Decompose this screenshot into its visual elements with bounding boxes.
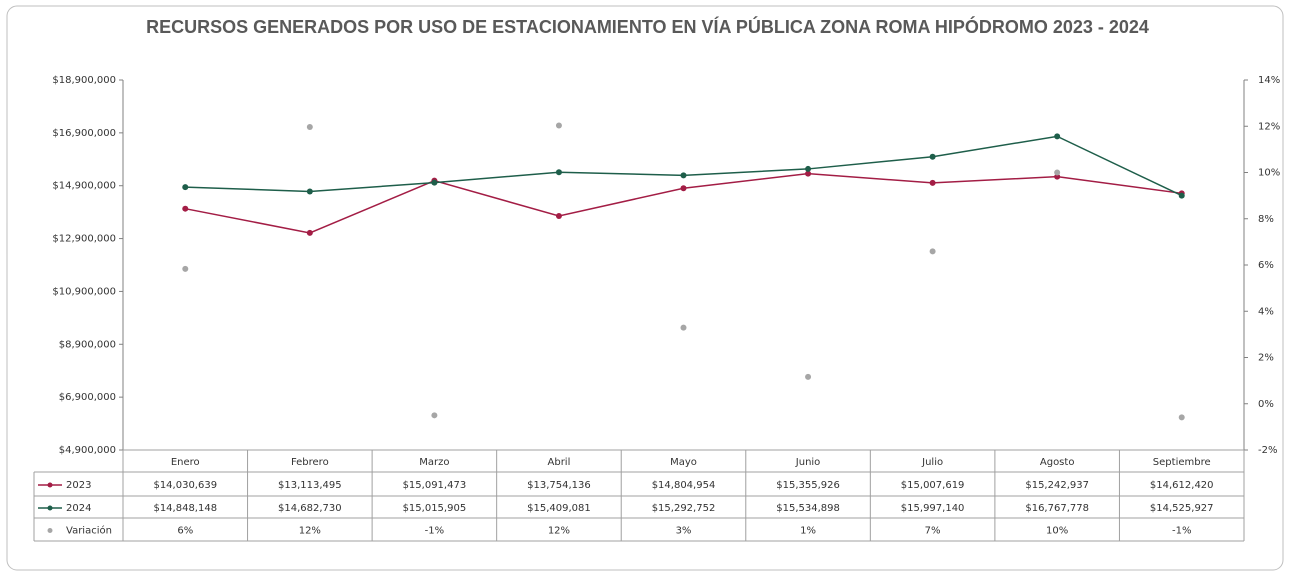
data-point bbox=[929, 153, 936, 160]
table-value: 12% bbox=[299, 526, 321, 537]
data-point bbox=[431, 412, 438, 419]
table-value: 12% bbox=[548, 526, 570, 537]
table-value: $14,804,954 bbox=[652, 480, 716, 491]
y2-tick-label: 10% bbox=[1258, 168, 1280, 179]
y2-tick-label: 4% bbox=[1258, 306, 1274, 317]
table-value: $14,682,730 bbox=[278, 503, 342, 514]
table-value: 6% bbox=[177, 526, 193, 537]
y2-tick-label: 0% bbox=[1258, 399, 1274, 410]
table-value: $15,997,140 bbox=[901, 503, 965, 514]
data-point bbox=[929, 179, 936, 186]
table-value: $15,409,081 bbox=[527, 503, 591, 514]
y-tick-label: $4,900,000 bbox=[59, 445, 116, 456]
table-value: $13,754,136 bbox=[527, 480, 591, 491]
data-point bbox=[306, 229, 313, 236]
table-value: $14,848,148 bbox=[153, 503, 217, 514]
table-value: 3% bbox=[676, 526, 692, 537]
table-value: $15,015,905 bbox=[403, 503, 467, 514]
data-point bbox=[1178, 192, 1185, 199]
data-point bbox=[555, 122, 562, 129]
legend-label: 2024 bbox=[66, 503, 91, 514]
y2-tick-label: 8% bbox=[1258, 214, 1274, 225]
table-value: $14,612,420 bbox=[1150, 480, 1214, 491]
y2-tick-label: 12% bbox=[1258, 121, 1280, 132]
x-tick-label: Agosto bbox=[1040, 457, 1075, 468]
table-value: 10% bbox=[1046, 526, 1068, 537]
x-tick-label: Mayo bbox=[670, 457, 697, 468]
y2-tick-label: 2% bbox=[1258, 353, 1274, 364]
table-value: -1% bbox=[1172, 526, 1191, 537]
x-tick-label: Abril bbox=[548, 457, 571, 468]
table-value: $15,292,752 bbox=[652, 503, 716, 514]
table-value: $15,007,619 bbox=[901, 480, 965, 491]
legend-label: 2023 bbox=[66, 480, 91, 491]
table-value: 1% bbox=[800, 526, 816, 537]
data-point bbox=[1178, 414, 1185, 421]
y-tick-label: $14,900,000 bbox=[52, 181, 116, 192]
data-point bbox=[306, 188, 313, 195]
legend-marker bbox=[47, 528, 53, 533]
data-point bbox=[805, 170, 812, 177]
data-point bbox=[306, 123, 313, 130]
data-point bbox=[555, 169, 562, 176]
y-tick-label: $12,900,000 bbox=[52, 234, 116, 245]
y2-tick-label: 14% bbox=[1258, 75, 1280, 86]
chart-frame bbox=[6, 5, 1284, 571]
table-value: $15,091,473 bbox=[403, 480, 467, 491]
data-point bbox=[680, 185, 687, 192]
data-point bbox=[805, 373, 812, 380]
data-point bbox=[929, 248, 936, 255]
y-tick-label: $8,900,000 bbox=[59, 339, 116, 350]
y2-tick-label: -2% bbox=[1258, 445, 1277, 456]
data-point bbox=[431, 179, 438, 186]
x-tick-label: Marzo bbox=[419, 457, 449, 468]
y-tick-label: $16,900,000 bbox=[52, 128, 116, 139]
x-tick-label: Febrero bbox=[291, 457, 329, 468]
x-tick-label: Enero bbox=[171, 457, 200, 468]
y2-tick-label: 6% bbox=[1258, 260, 1274, 271]
legend-marker bbox=[47, 482, 53, 488]
data-point bbox=[1054, 169, 1061, 176]
data-point bbox=[182, 265, 189, 272]
y-tick-label: $6,900,000 bbox=[59, 392, 116, 403]
data-point bbox=[182, 205, 189, 212]
table-value: -1% bbox=[425, 526, 444, 537]
data-point bbox=[1054, 133, 1061, 140]
chart-title: RECURSOS GENERADOS POR USO DE ESTACIONAM… bbox=[146, 17, 1149, 37]
data-point bbox=[182, 184, 189, 191]
table-value: $16,767,778 bbox=[1025, 503, 1089, 514]
table-value: $15,242,937 bbox=[1025, 480, 1089, 491]
data-point bbox=[680, 324, 687, 331]
data-point bbox=[1054, 173, 1061, 180]
x-tick-label: Junio bbox=[795, 457, 821, 468]
data-point bbox=[680, 172, 687, 179]
table-value: $15,534,898 bbox=[776, 503, 840, 514]
data-point bbox=[555, 212, 562, 219]
table-value: $14,030,639 bbox=[153, 480, 217, 491]
table-value: $13,113,495 bbox=[278, 480, 342, 491]
legend-marker bbox=[47, 505, 53, 511]
table-value: 7% bbox=[925, 526, 941, 537]
y-tick-label: $18,900,000 bbox=[52, 75, 116, 86]
data-point bbox=[805, 165, 812, 172]
table-value: $15,355,926 bbox=[776, 480, 840, 491]
table-value: $14,525,927 bbox=[1150, 503, 1214, 514]
y-tick-label: $10,900,000 bbox=[52, 286, 116, 297]
legend-label: Variación bbox=[66, 525, 112, 537]
x-tick-label: Julio bbox=[921, 457, 943, 468]
x-tick-label: Septiembre bbox=[1153, 457, 1211, 468]
